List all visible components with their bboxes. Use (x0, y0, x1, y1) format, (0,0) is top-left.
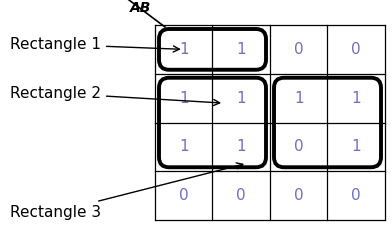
Text: 0: 0 (352, 188, 361, 203)
Text: 0: 0 (352, 42, 361, 57)
Text: AB: AB (130, 1, 152, 15)
Text: 0: 0 (294, 42, 303, 57)
Text: 0: 0 (236, 188, 246, 203)
Text: 1: 1 (179, 42, 189, 57)
Text: 1: 1 (294, 91, 303, 106)
Text: 1: 1 (179, 139, 189, 154)
Text: 1: 1 (352, 139, 361, 154)
Text: 0: 0 (294, 139, 303, 154)
Text: 1: 1 (179, 91, 189, 106)
Text: 0: 0 (294, 188, 303, 203)
Text: Rectangle 1: Rectangle 1 (10, 37, 180, 52)
Text: 1: 1 (236, 42, 246, 57)
Text: 1: 1 (352, 91, 361, 106)
Text: 1: 1 (236, 139, 246, 154)
Text: 0: 0 (179, 188, 189, 203)
Text: 1: 1 (236, 91, 246, 106)
Text: Rectangle 3: Rectangle 3 (10, 163, 243, 220)
Text: Rectangle 2: Rectangle 2 (10, 86, 220, 106)
